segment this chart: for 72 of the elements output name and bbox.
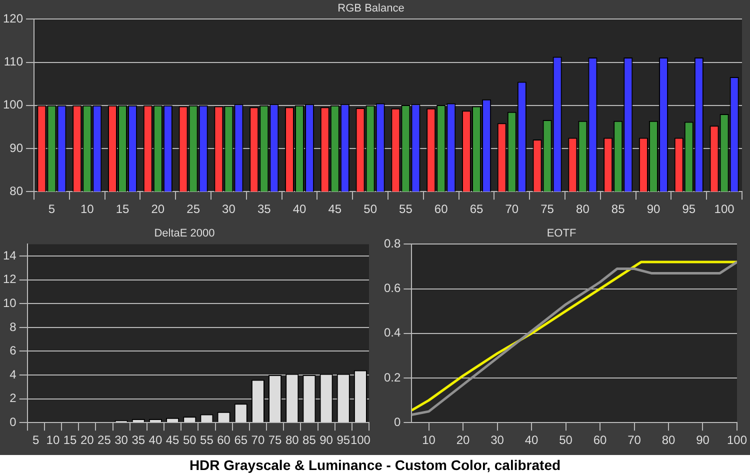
x-tick-label: 95 bbox=[336, 433, 350, 448]
x-tick-label: 50 bbox=[559, 433, 573, 448]
x-tick-label: 70 bbox=[628, 433, 642, 448]
y-tick-label: 90 bbox=[10, 140, 24, 155]
x-tick-label: 5 bbox=[48, 202, 56, 216]
x-tick-label: 60 bbox=[217, 433, 231, 448]
x-tick-label: 90 bbox=[320, 433, 334, 448]
x-tick-label: 10 bbox=[80, 202, 94, 216]
chart-title: RGB Balance bbox=[338, 2, 404, 15]
x-tick-label: 70 bbox=[251, 433, 265, 448]
y-tick-label: 0.2 bbox=[384, 370, 401, 384]
x-tick-label: 25 bbox=[186, 202, 200, 216]
y-tick-label: 14 bbox=[2, 248, 17, 262]
chart-title: EOTF bbox=[546, 228, 576, 240]
x-tick-label: 85 bbox=[611, 202, 626, 216]
y-tick-label: 0.8 bbox=[384, 236, 401, 251]
x-tick-label: 60 bbox=[593, 433, 608, 448]
x-tick-label: 100 bbox=[726, 433, 748, 448]
x-tick-label: 80 bbox=[285, 433, 300, 448]
x-tick-label: 45 bbox=[328, 202, 342, 216]
y-tick-label: 2 bbox=[10, 391, 17, 406]
x-tick-label: 70 bbox=[505, 202, 519, 216]
x-tick-label: 50 bbox=[364, 202, 378, 216]
x-tick-label: 65 bbox=[234, 433, 248, 448]
x-tick-label: 20 bbox=[151, 202, 165, 216]
x-tick-label: 55 bbox=[200, 433, 214, 448]
x-tick-label: 40 bbox=[292, 202, 307, 216]
x-tick-label: 75 bbox=[540, 202, 554, 216]
text: HDR Grayscale & Luminance - Custom Color, calibrated bbox=[0, 455, 750, 476]
x-tick-label: 65 bbox=[470, 202, 484, 216]
x-tick-label: 100 bbox=[350, 433, 371, 448]
y-tick-label: 12 bbox=[2, 272, 17, 286]
x-tick-label: 90 bbox=[696, 433, 710, 448]
y-tick-label: 8 bbox=[10, 320, 17, 334]
y-tick-label: 0.6 bbox=[384, 281, 401, 296]
y-tick-label: 0.4 bbox=[384, 326, 401, 340]
y-tick-label: 10 bbox=[2, 296, 17, 310]
x-tick-label: 15 bbox=[116, 202, 130, 216]
x-tick-label: 30 bbox=[222, 202, 236, 216]
x-tick-label: 45 bbox=[166, 433, 180, 448]
y-tick-label: 100 bbox=[2, 98, 24, 112]
x-tick-label: 20 bbox=[80, 433, 94, 448]
x-tick-label: 95 bbox=[682, 202, 696, 216]
x-tick-label: 60 bbox=[434, 202, 448, 216]
x-tick-label: 100 bbox=[714, 202, 735, 216]
y-tick-label: 110 bbox=[4, 54, 24, 69]
y-tick-label: 120 bbox=[2, 12, 24, 26]
y-tick-label: 6 bbox=[10, 344, 17, 358]
chart-title: DeltaE 2000 bbox=[154, 228, 215, 240]
x-tick-label: 30 bbox=[114, 433, 128, 448]
x-tick-label: 85 bbox=[302, 433, 316, 448]
y-tick-label: 80 bbox=[10, 184, 24, 198]
x-tick-label: 25 bbox=[98, 433, 112, 448]
x-tick-label: 5 bbox=[32, 433, 40, 448]
x-tick-label: 40 bbox=[524, 433, 539, 448]
x-tick-label: 75 bbox=[268, 433, 282, 448]
y-tick-label: 0 bbox=[10, 414, 17, 429]
x-tick-label: 35 bbox=[132, 433, 146, 448]
x-tick-label: 55 bbox=[399, 202, 413, 216]
x-tick-label: 80 bbox=[576, 202, 590, 216]
x-tick-label: 40 bbox=[148, 433, 162, 448]
x-tick-label: 80 bbox=[662, 433, 676, 448]
x-tick-label: 35 bbox=[257, 202, 272, 216]
x-tick-label: 90 bbox=[646, 202, 660, 216]
x-tick-label: 15 bbox=[63, 433, 78, 448]
x-tick-label: 20 bbox=[456, 433, 470, 448]
x-tick-label: 30 bbox=[490, 433, 504, 448]
x-tick-label: 50 bbox=[182, 433, 197, 448]
x-tick-label: 10 bbox=[46, 433, 60, 448]
y-tick-label: 4 bbox=[10, 367, 17, 382]
x-tick-label: 10 bbox=[422, 433, 436, 448]
y-tick-label: 0 bbox=[394, 414, 401, 429]
